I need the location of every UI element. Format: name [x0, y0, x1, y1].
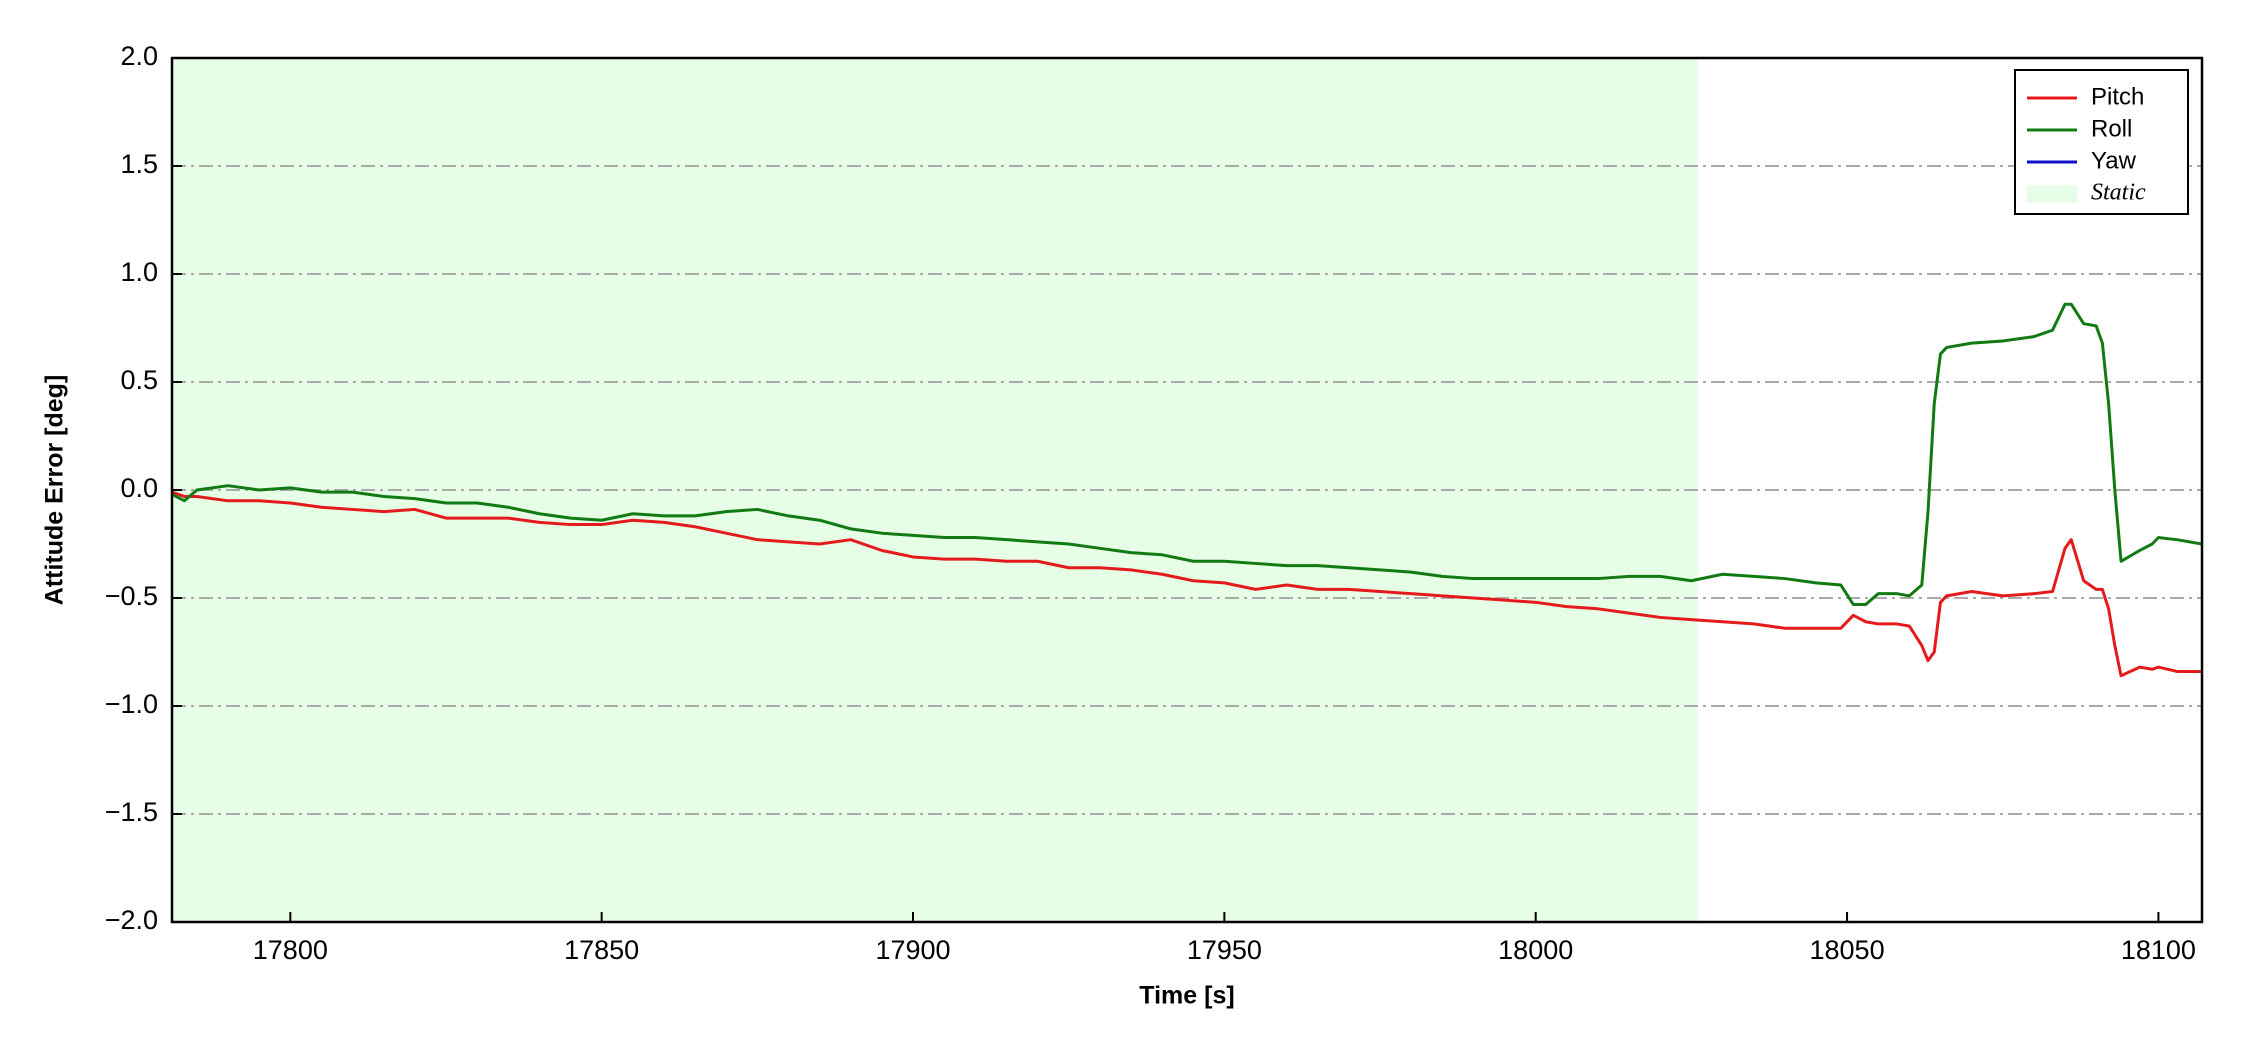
x-tick-label: 17850: [564, 935, 639, 965]
legend-label: Pitch: [2091, 83, 2144, 110]
x-tick-label: 18100: [2121, 935, 2196, 965]
series-line: [172, 302, 2202, 606]
y-tick-label: −1.5: [105, 797, 158, 827]
axes: −2.0 −1.5 −1.0 −0.5 0.0 0.5 1.0 1.5 2.0 17800 1785…: [105, 41, 2196, 965]
x-tick-label: 17950: [1187, 935, 1262, 965]
lines: [172, 302, 2202, 678]
y-tick-label: −1.0: [105, 689, 158, 719]
y-tick-label: 1.5: [120, 149, 158, 179]
x-tick-label: 17900: [875, 935, 950, 965]
y-tick-label: −0.5: [105, 581, 158, 611]
x-axis-label: Time [s]: [1139, 982, 1234, 1010]
legend-label: Roll: [2091, 115, 2132, 142]
legend-swatch: [2027, 185, 2077, 203]
y-tick-label: −2.0: [105, 905, 158, 935]
legend: Pitch Roll Yaw Static: [2014, 69, 2189, 215]
y-tick-label: 1.0: [120, 257, 158, 287]
series-line: [172, 490, 2202, 678]
x-tick-label: 18000: [1498, 935, 1573, 965]
y-tick-label: 0.0: [120, 473, 158, 503]
y-tick-label: 2.0: [120, 41, 158, 71]
legend-label: Yaw: [2091, 147, 2137, 174]
legend-label: Static: [2091, 180, 2146, 206]
y-axis-label: Attitude Error [deg]: [41, 375, 69, 606]
x-tick-label: 17800: [253, 935, 328, 965]
x-tick-label: 18050: [1810, 935, 1885, 965]
y-tick-label: 0.5: [120, 365, 158, 395]
